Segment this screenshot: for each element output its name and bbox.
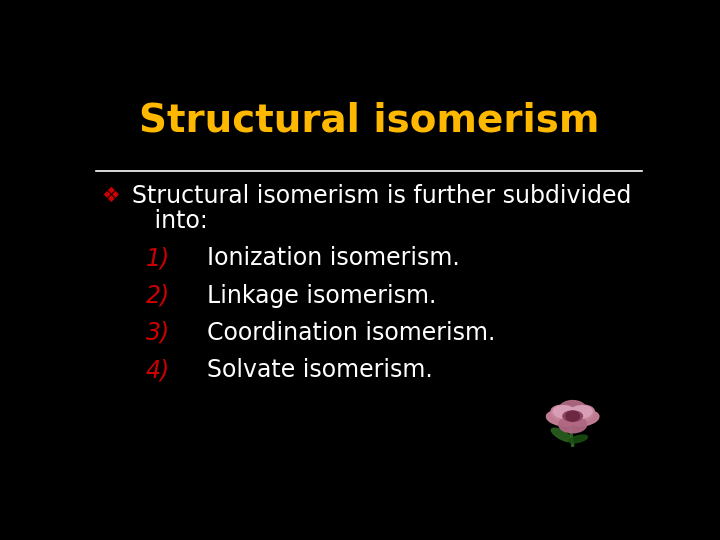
Text: Solvate isomerism.: Solvate isomerism. [207, 359, 433, 382]
Ellipse shape [551, 405, 583, 423]
Ellipse shape [546, 410, 577, 426]
Text: ❖: ❖ [101, 186, 120, 206]
Text: 1): 1) [145, 246, 170, 270]
Text: Ionization isomerism.: Ionization isomerism. [207, 246, 460, 270]
Text: 3): 3) [145, 321, 170, 345]
Text: into:: into: [132, 209, 207, 233]
Text: Structural isomerism: Structural isomerism [139, 102, 599, 140]
Ellipse shape [552, 428, 572, 442]
Text: Coordination isomerism.: Coordination isomerism. [207, 321, 495, 345]
Circle shape [566, 411, 580, 421]
Ellipse shape [569, 410, 599, 426]
Text: Structural isomerism is further subdivided: Structural isomerism is further subdivid… [132, 184, 631, 208]
Ellipse shape [559, 401, 587, 419]
Text: 2): 2) [145, 284, 170, 308]
Ellipse shape [553, 406, 575, 419]
Ellipse shape [562, 405, 595, 423]
Ellipse shape [563, 411, 582, 421]
Text: Linkage isomerism.: Linkage isomerism. [207, 284, 436, 308]
Text: 4): 4) [145, 359, 170, 382]
Ellipse shape [569, 435, 588, 443]
Ellipse shape [570, 406, 592, 419]
Ellipse shape [559, 416, 587, 433]
